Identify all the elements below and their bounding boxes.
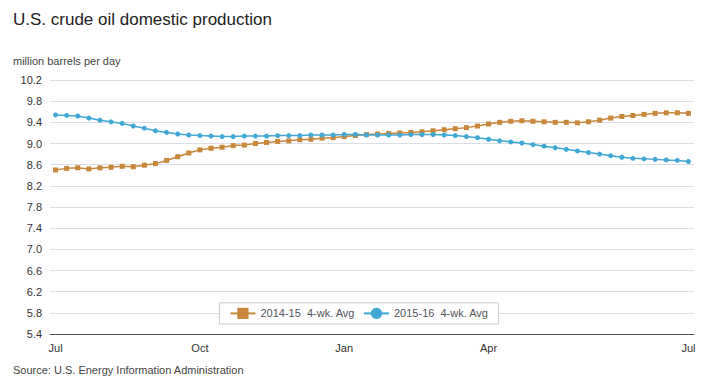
svg-text:Source: U.S. Energy Informatio: Source: U.S. Energy Information Administ… bbox=[13, 364, 244, 376]
svg-text:Jan: Jan bbox=[335, 342, 353, 354]
svg-text:5.8: 5.8 bbox=[27, 307, 42, 319]
svg-text:Apr: Apr bbox=[480, 342, 497, 354]
svg-text:6.6: 6.6 bbox=[27, 265, 42, 277]
svg-text:7.0: 7.0 bbox=[27, 243, 42, 255]
svg-text:7.8: 7.8 bbox=[27, 201, 42, 213]
svg-text:Jul: Jul bbox=[49, 342, 63, 354]
svg-text:million barrels per day: million barrels per day bbox=[13, 55, 121, 67]
svg-text:2015-16 4-wk. Avg: 2015-16 4-wk. Avg bbox=[394, 307, 488, 319]
svg-text:5.4: 5.4 bbox=[27, 328, 42, 340]
svg-text:7.4: 7.4 bbox=[27, 222, 42, 234]
svg-text:2014-15 4-wk. Avg: 2014-15 4-wk. Avg bbox=[260, 307, 354, 319]
svg-text:9.4: 9.4 bbox=[27, 116, 42, 128]
svg-text:U.S. crude oil domestic produc: U.S. crude oil domestic production bbox=[13, 10, 272, 29]
svg-text:9.8: 9.8 bbox=[27, 95, 42, 107]
svg-text:9.0: 9.0 bbox=[27, 138, 42, 150]
svg-text:Jul: Jul bbox=[681, 342, 695, 354]
svg-text:10.2: 10.2 bbox=[21, 74, 42, 86]
svg-text:8.6: 8.6 bbox=[27, 159, 42, 171]
svg-text:Oct: Oct bbox=[191, 342, 208, 354]
svg-text:8.2: 8.2 bbox=[27, 180, 42, 192]
svg-text:6.2: 6.2 bbox=[27, 286, 42, 298]
